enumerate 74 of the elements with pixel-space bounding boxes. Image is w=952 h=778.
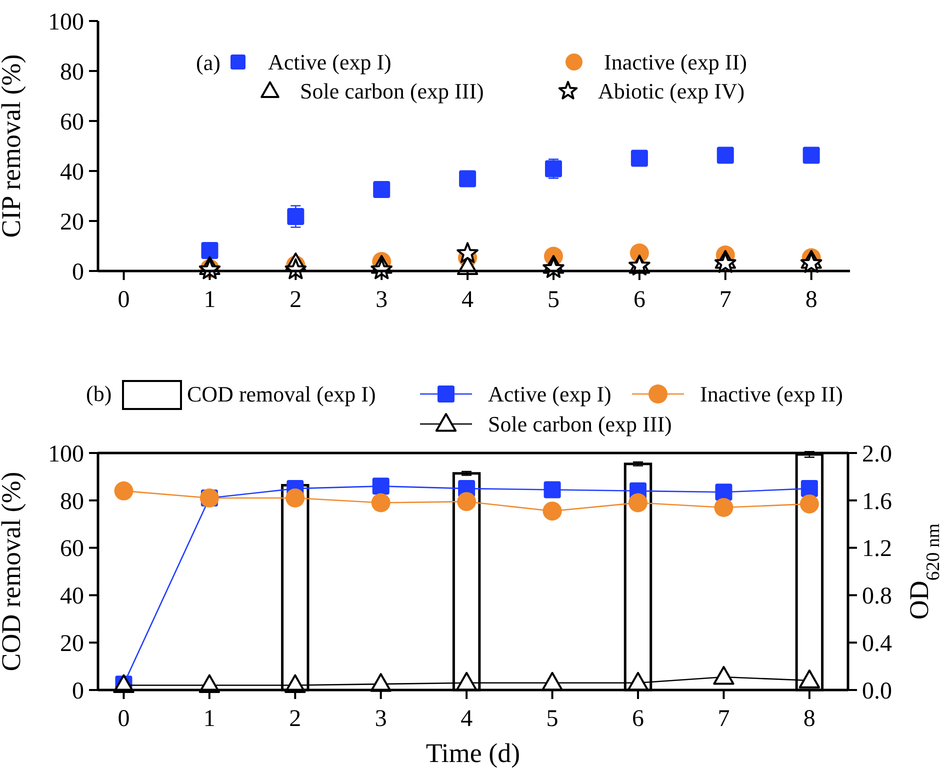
legend-label: Inactive (exp II) (700, 382, 843, 407)
y2-tick-label: 2.0 (862, 441, 892, 468)
x-tick-label: 1 (204, 287, 216, 313)
x-tick-label: 2 (289, 706, 302, 732)
y2-tick-label: 1.6 (862, 488, 892, 515)
x-tick-label: 1 (203, 706, 216, 732)
point (114, 481, 134, 500)
x-axis-title: Time (d) (426, 738, 520, 768)
x-tick-label: 0 (118, 287, 130, 313)
y-tick-label: 40 (60, 159, 84, 186)
annotation: (a) (196, 50, 220, 75)
point (287, 208, 304, 225)
y-tick-label: 100 (48, 9, 84, 36)
x-tick-label: 4 (460, 706, 473, 732)
x-tick-label: 7 (718, 706, 730, 732)
y-tick-label: 0 (72, 678, 84, 704)
y-tick-label: 60 (60, 109, 84, 136)
point (544, 481, 561, 498)
x-tick-label: 5 (547, 287, 560, 313)
point (372, 478, 390, 495)
legend-label: Inactive (exp II) (604, 50, 747, 75)
x-tick-label: 5 (546, 706, 558, 732)
point (457, 492, 476, 512)
point (800, 480, 818, 498)
legend-label: Sole carbon (exp III) (300, 78, 484, 104)
point (371, 493, 390, 512)
x-tick-label: 6 (632, 706, 644, 732)
point (716, 146, 734, 164)
text: (b) (86, 381, 112, 406)
y2-tick-label: 0.8 (862, 584, 892, 610)
point (798, 670, 820, 688)
point (802, 146, 820, 164)
y-tick-label: 80 (60, 488, 84, 515)
y-tick-label: 20 (60, 209, 84, 236)
x-tick-label: 3 (374, 706, 387, 732)
y-tick-label: 0 (72, 259, 84, 286)
y-tick-label: 40 (60, 584, 84, 610)
x-tick-label: 2 (290, 287, 302, 313)
point (373, 181, 390, 198)
y-tick-label: 100 (48, 441, 84, 468)
x-tick-label: 4 (462, 287, 474, 313)
point (714, 252, 736, 273)
legend-label: Sole carbon (exp III) (488, 412, 672, 437)
legend-label: Active (exp I) (268, 50, 392, 75)
y-tick-label: 60 (60, 536, 84, 562)
y2-tick-label: 1.2 (862, 536, 892, 562)
y-tick-label: 20 (60, 631, 84, 657)
legend-label: Abiotic (exp IV) (598, 78, 745, 104)
legend-label: COD removal (exp I) (187, 382, 376, 407)
x-tick-label: 7 (719, 287, 732, 313)
point (459, 170, 476, 188)
y-axis-title: CIP removal (%) (0, 54, 26, 238)
point (286, 488, 305, 508)
point (715, 484, 732, 501)
y2-tick-label: 0.4 (862, 631, 892, 657)
point (800, 494, 819, 514)
x-tick-label: 3 (376, 287, 388, 313)
point (714, 498, 734, 518)
point (544, 160, 562, 178)
point (630, 150, 648, 167)
point (456, 242, 478, 263)
y-axis-title: COD removal (%) (0, 472, 26, 672)
x-tick-label: 6 (633, 287, 646, 313)
y-tick-label: 80 (60, 59, 84, 86)
x-tick-label: 0 (118, 706, 130, 732)
point (542, 502, 562, 521)
point (800, 252, 822, 273)
point (713, 666, 734, 685)
legend-label: Active (exp I) (488, 382, 612, 407)
y2-tick-label: 0.0 (862, 678, 892, 704)
point (201, 242, 218, 259)
x-tick-label: 8 (803, 706, 816, 732)
x-tick-label: 8 (805, 287, 818, 313)
point (628, 493, 648, 512)
